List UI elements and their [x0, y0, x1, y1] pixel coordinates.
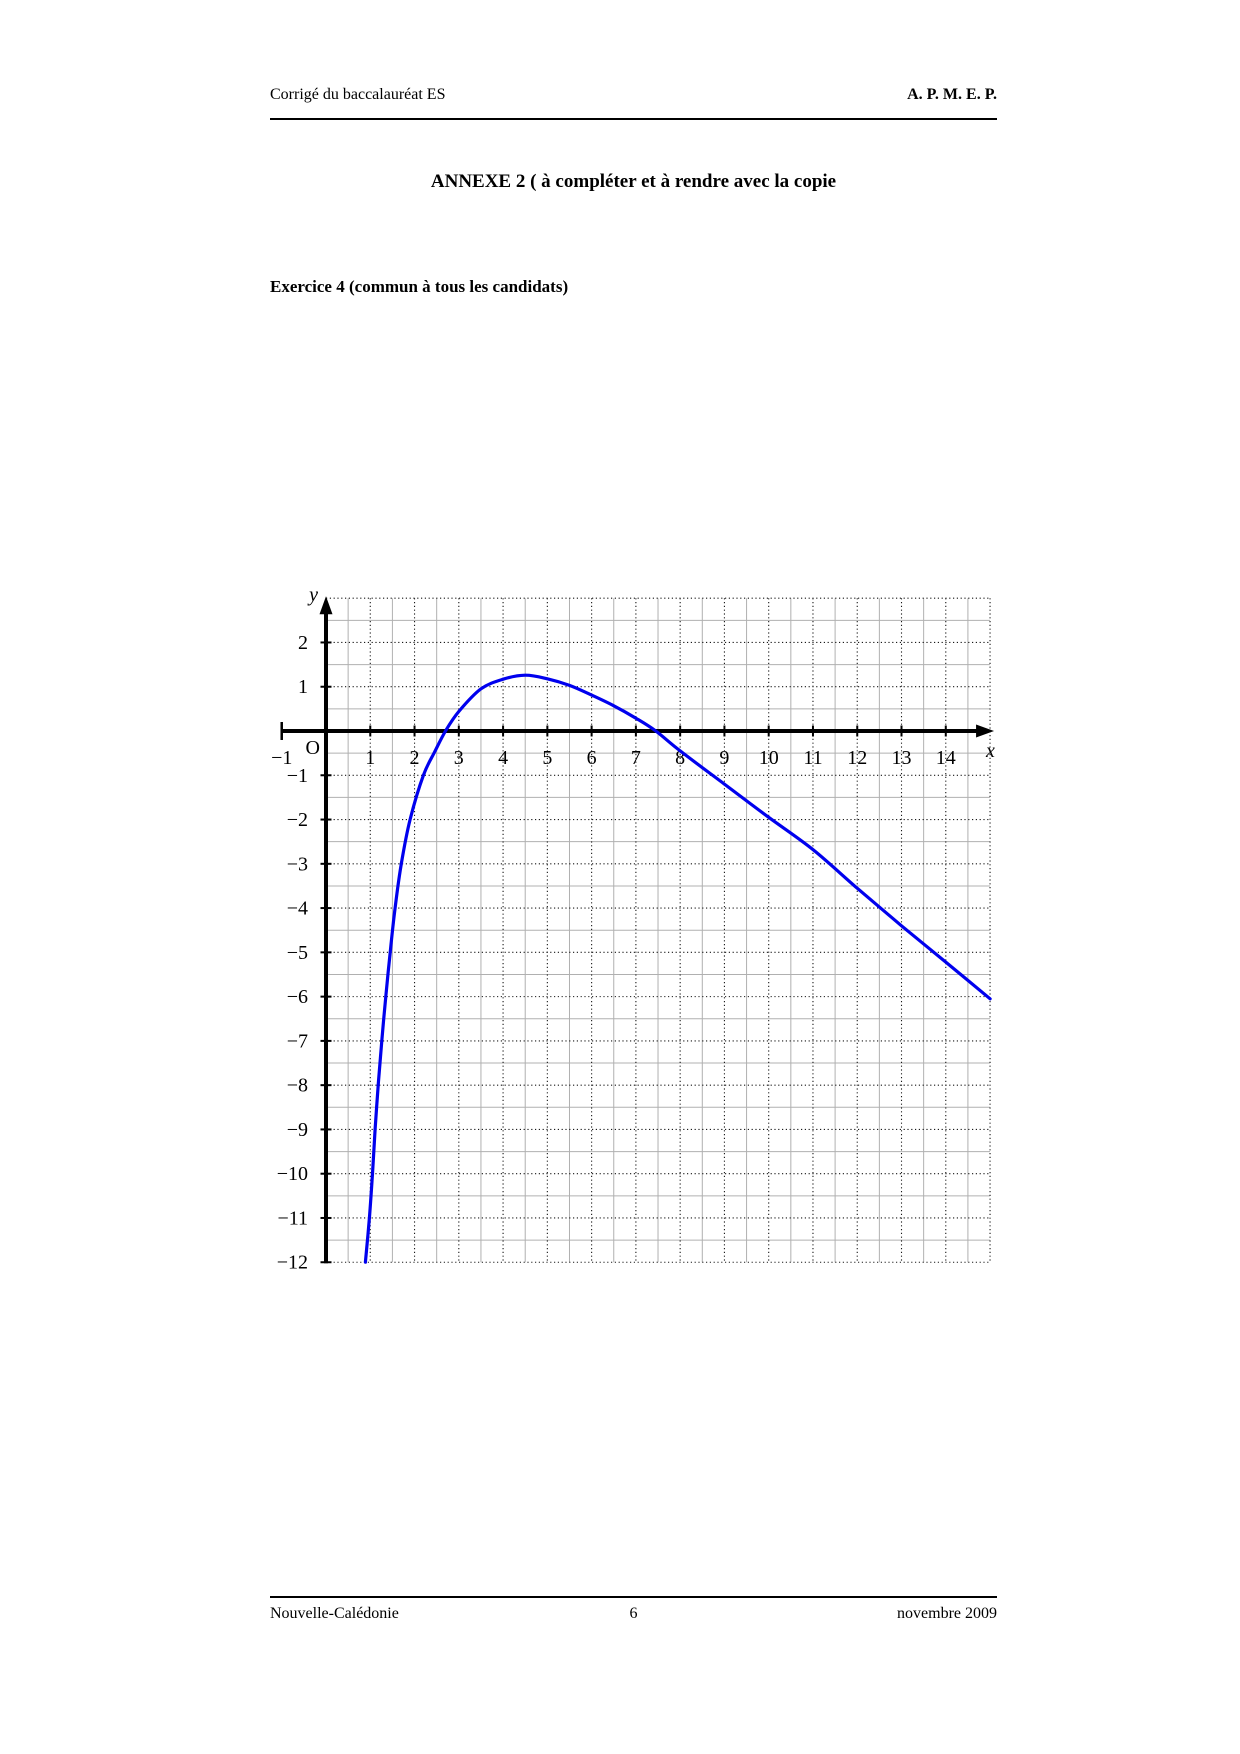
y-tick-label: −8	[287, 1075, 308, 1097]
x-tick-label: 6	[587, 747, 597, 769]
exercise-heading: Exercice 4 (commun à tous les candidats)	[270, 277, 569, 296]
footer-page-number: 6	[629, 1605, 638, 1622]
y-axis-arrow	[319, 596, 333, 615]
x-tick-label: 4	[498, 747, 508, 769]
x-tick-label: 12	[847, 747, 867, 769]
y-tick-label: 1	[298, 676, 308, 698]
y-tick-label: −3	[287, 853, 308, 875]
x-tick-label: 13	[892, 747, 912, 769]
origin-label: O	[306, 737, 320, 759]
x-tick-label: 2	[410, 747, 420, 769]
x-tick-label: 10	[759, 747, 779, 769]
x-tick-label: 1	[365, 747, 375, 769]
annexe-title: ANNEXE 2 ( à compléter et à rendre avec …	[430, 171, 837, 192]
y-tick-label: −11	[277, 1207, 308, 1229]
x-tick-label: −1	[271, 747, 292, 769]
footer-rule	[270, 1596, 997, 1598]
x-axis-title: x	[985, 740, 995, 762]
x-tick-label: 5	[542, 747, 552, 769]
y-tick-label: −12	[277, 1252, 308, 1274]
x-axis-arrow	[976, 724, 995, 738]
footer-right-text: novembre 2009	[897, 1605, 997, 1622]
y-tick-label: −1	[287, 765, 308, 787]
y-axis-title: y	[307, 584, 318, 606]
y-tick-label: −10	[277, 1163, 308, 1185]
y-tick-label: −5	[287, 942, 308, 964]
curve-f	[363, 673, 992, 1264]
x-tick-label: 14	[936, 747, 956, 769]
x-tick-label: 7	[631, 747, 641, 769]
y-tick-label: −2	[287, 809, 308, 831]
y-tick-label: −7	[287, 1030, 308, 1052]
header-right-text: A. P. M. E. P.	[907, 86, 997, 103]
header-left-text: Corrigé du baccalauréat ES	[270, 86, 446, 103]
y-tick-label: −9	[287, 1119, 308, 1141]
x-tick-label: 3	[454, 747, 464, 769]
x-tick-label: 9	[719, 747, 729, 769]
footer-left-text: Nouvelle-Calédonie	[270, 1605, 399, 1622]
x-tick-label: 11	[803, 747, 822, 769]
y-tick-label: −6	[287, 986, 308, 1008]
y-tick-label: 2	[298, 632, 308, 654]
header-rule	[270, 118, 997, 120]
y-tick-label: −4	[287, 898, 308, 920]
x-tick-label: 8	[675, 747, 685, 769]
